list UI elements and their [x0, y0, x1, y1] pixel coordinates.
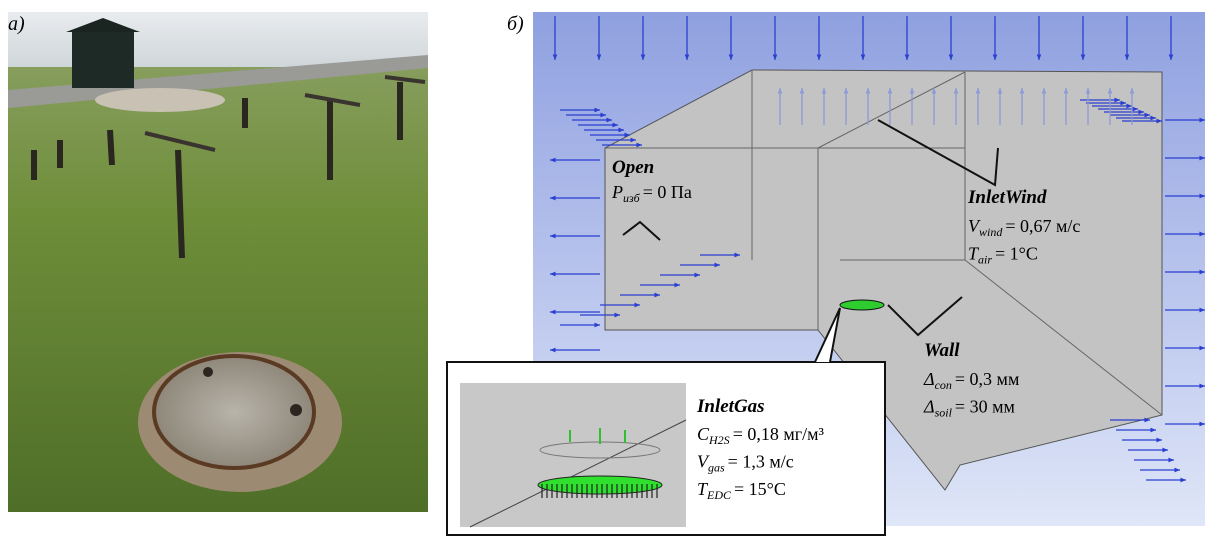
- condition-name: Wall: [924, 340, 960, 361]
- param-subscript: H2S: [708, 433, 730, 447]
- panel-label: а): [8, 13, 25, 35]
- param-value: = 15°C: [734, 479, 786, 499]
- param-value: = 30 мм: [955, 397, 1015, 417]
- param-symbol: Δ: [923, 397, 935, 417]
- param-value: = 0,67 м/с: [1005, 216, 1080, 236]
- param-subscript: wind: [979, 225, 1003, 239]
- condition-name: InletWind: [967, 187, 1047, 208]
- param-value: = 1,3 м/с: [728, 452, 794, 472]
- param-value: = 0,18 мг/м³: [733, 424, 825, 444]
- condition-name: Open: [612, 157, 654, 178]
- param-symbol: Δ: [923, 369, 935, 389]
- param-subscript: gas: [708, 461, 725, 475]
- photo: [8, 12, 428, 512]
- param-value: = 0,3 мм: [955, 369, 1019, 389]
- param-subscript: con: [935, 378, 952, 392]
- panel-label: б): [507, 13, 524, 35]
- param-value: = 0 Па: [643, 182, 692, 202]
- param-value: = 1°C: [995, 244, 1038, 264]
- param-subscript: air: [978, 253, 992, 267]
- condition-name: InletGas: [696, 396, 765, 417]
- param-subscript: EDC: [706, 488, 732, 502]
- figure: а) б) OpenPизб= 0 ПаInletWindVwind= 0,67…: [0, 0, 1216, 538]
- param-subscript: soil: [935, 406, 953, 420]
- param-subscript: изб: [623, 191, 641, 205]
- param-symbol: P: [611, 182, 623, 202]
